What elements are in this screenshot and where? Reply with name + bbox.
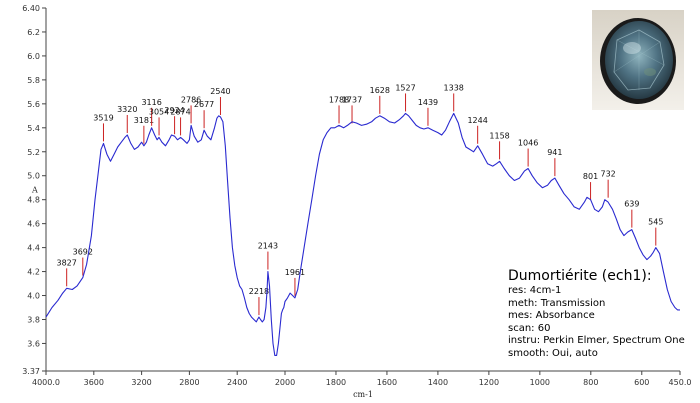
peak-label: 801 bbox=[583, 172, 598, 181]
peak-label: 1244 bbox=[467, 116, 487, 125]
y-tick-label: 6.0 bbox=[27, 52, 40, 61]
peak-label: 1737 bbox=[342, 95, 362, 104]
peak-label: 732 bbox=[600, 170, 615, 179]
series-group bbox=[45, 112, 680, 356]
y-tick-label: 3.37 bbox=[22, 367, 40, 376]
x-tick-label: 800 bbox=[583, 378, 598, 387]
peak-label: 1046 bbox=[518, 139, 538, 148]
y-tick-label: 5.4 bbox=[27, 124, 40, 133]
peak-label: 1527 bbox=[395, 83, 415, 92]
peak-label: 3519 bbox=[93, 113, 113, 122]
y-axis: 3.37 3.6 3.8 4.0 4.2 4.4 4.6 4.8 5.0 5.2 5.4 5.6 5.8… bbox=[22, 4, 47, 376]
peak-label: 2786 bbox=[181, 95, 201, 104]
peak-label: 3692 bbox=[73, 248, 93, 257]
y-tick-label: 5.8 bbox=[27, 76, 40, 85]
x-tick-label: 1800 bbox=[326, 378, 346, 387]
sample-title: Dumortiérite (ech1): bbox=[508, 268, 652, 284]
y-tick-label: 3.6 bbox=[27, 339, 40, 348]
y-tick-label: 5.2 bbox=[27, 148, 40, 157]
y-axis-label: A bbox=[31, 186, 38, 195]
peak-label: 2143 bbox=[258, 242, 278, 251]
x-axis: 4000.0 3600 3200 2800 2400 2000 1800 1600 1400 12… bbox=[32, 370, 692, 387]
peak-label: 3116 bbox=[141, 98, 161, 107]
x-tick-label: 3600 bbox=[84, 378, 104, 387]
x-tick-label: 3200 bbox=[131, 378, 151, 387]
peak-label: 3827 bbox=[56, 258, 76, 267]
peak-label: 2218 bbox=[249, 287, 269, 296]
y-tick-label: 4.4 bbox=[27, 244, 40, 253]
peak-label: 2677 bbox=[194, 100, 214, 109]
info-smooth: smooth: Oui, auto bbox=[508, 347, 598, 359]
peak-label: 941 bbox=[547, 148, 562, 157]
peak-label: 1628 bbox=[370, 86, 390, 95]
info-instrument: instru: Perkin Elmer, Spectrum One bbox=[508, 335, 685, 347]
peak-label: 639 bbox=[624, 200, 639, 209]
y-tick-label: 3.8 bbox=[27, 315, 40, 324]
x-tick-label: 4000.0 bbox=[32, 378, 60, 387]
info-method: meth: Transmission bbox=[508, 297, 606, 309]
x-tick-label: 2800 bbox=[179, 378, 199, 387]
info-scan: scan: 60 bbox=[508, 322, 551, 334]
peak-label: 3320 bbox=[117, 105, 137, 114]
spectrum-line bbox=[45, 112, 680, 356]
peak-label: 545 bbox=[648, 218, 663, 227]
y-tick-label: 4.2 bbox=[27, 268, 40, 277]
y-tick-label: 4.6 bbox=[27, 220, 40, 229]
x-tick-label: 2000 bbox=[275, 378, 295, 387]
y-tick-label: 6.40 bbox=[22, 4, 40, 13]
x-tick-label: 1200 bbox=[479, 378, 499, 387]
peak-label: 3054 bbox=[149, 107, 169, 116]
peak-label: 1439 bbox=[418, 98, 438, 107]
y-tick-label: 4.0 bbox=[27, 292, 40, 301]
y-tick-label: 5.0 bbox=[27, 172, 40, 181]
peak-label: 3181 bbox=[134, 116, 154, 125]
peak-label: 2874 bbox=[170, 107, 190, 116]
peak-label: 2540 bbox=[210, 87, 230, 96]
peak-label: 1158 bbox=[489, 131, 509, 140]
peak-label: 2924 bbox=[164, 106, 184, 115]
x-tick-label: 2400 bbox=[227, 378, 247, 387]
gemstone-photo-icon bbox=[592, 10, 684, 110]
info-measure: mes: Absorbance bbox=[508, 310, 595, 322]
x-axis-label: cm-1 bbox=[353, 390, 373, 399]
peak-label: 1788 bbox=[329, 95, 349, 104]
y-tick-label: 6.2 bbox=[27, 28, 40, 37]
x-tick-label: 450.0 bbox=[669, 378, 692, 387]
x-tick-label: 1600 bbox=[377, 378, 397, 387]
y-tick-label: 5.6 bbox=[27, 100, 40, 109]
sample-info-box: Dumortiérite (ech1): res: 4cm-1 meth: Tr… bbox=[508, 268, 698, 361]
info-resolution: res: 4cm-1 bbox=[508, 285, 562, 296]
x-tick-label: 1000 bbox=[530, 378, 550, 387]
peak-label: 1338 bbox=[444, 83, 464, 92]
x-tick-label: 600 bbox=[634, 378, 649, 387]
peak-label: 1961 bbox=[285, 268, 305, 277]
y-tick-label: 4.8 bbox=[27, 196, 40, 205]
x-tick-label: 1400 bbox=[428, 378, 448, 387]
